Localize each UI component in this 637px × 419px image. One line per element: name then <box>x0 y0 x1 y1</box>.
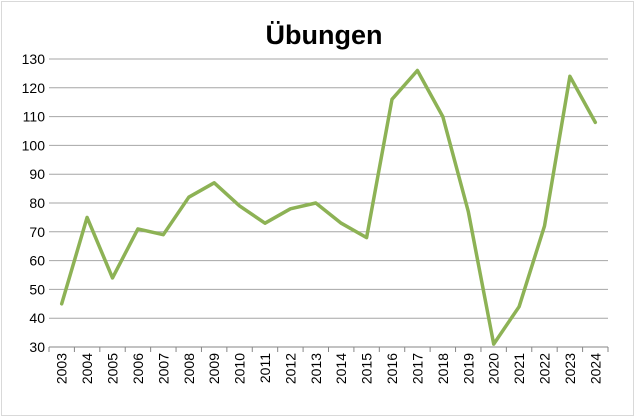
x-tick-label: 2021 <box>511 353 527 384</box>
x-tick-label: 2014 <box>333 353 349 384</box>
x-tick-label: 2013 <box>308 353 324 384</box>
y-tick-label: 70 <box>29 224 45 240</box>
x-tick-label: 2015 <box>359 353 375 384</box>
x-tick-label: 2006 <box>130 353 146 384</box>
y-tick-label: 110 <box>23 109 46 125</box>
y-axis-ticks: 30 40 50 60 70 80 90 100 110 120 130 <box>22 51 46 355</box>
x-tick-label: 2008 <box>181 353 197 384</box>
series-line-0 <box>59 68 598 346</box>
y-tick-label: 30 <box>29 339 45 355</box>
x-tick-label: 2005 <box>105 353 121 384</box>
series-layer <box>59 68 598 346</box>
x-tick-label: 2017 <box>409 353 425 384</box>
x-tick-label: 2004 <box>79 353 95 384</box>
x-tick-label: 2012 <box>282 353 298 384</box>
y-tick-label: 90 <box>29 166 45 182</box>
x-tick-label: 2018 <box>435 353 451 384</box>
x-tick-label: 2016 <box>384 353 400 384</box>
y-tick-label: 80 <box>29 195 45 211</box>
x-tick-label: 2023 <box>562 353 578 384</box>
x-tick-label: 2010 <box>232 353 248 384</box>
y-tick-label: 100 <box>22 137 46 153</box>
x-tick-label: 2024 <box>587 353 603 384</box>
x-tick-label: 2003 <box>54 353 70 384</box>
y-tick-label: 120 <box>22 80 46 96</box>
x-tick-label: 2011 <box>257 353 273 383</box>
x-tick-label: 2019 <box>460 353 476 384</box>
y-tick-label: 130 <box>22 51 46 67</box>
x-tick-label: 2022 <box>536 353 552 384</box>
x-axis-ticks: 2003 2004 2005 2006 2007 2008 2009 2010 2011 2012… <box>48 347 609 384</box>
chart-title: Übungen <box>266 20 383 50</box>
y-tick-label: 50 <box>29 281 45 297</box>
y-tick-label: 60 <box>29 253 45 269</box>
x-tick-label: 2020 <box>486 353 502 384</box>
x-tick-label: 2009 <box>206 353 222 384</box>
y-tick-label: 40 <box>29 310 45 326</box>
grid-lines <box>49 58 608 319</box>
x-tick-label: 2007 <box>155 353 171 384</box>
